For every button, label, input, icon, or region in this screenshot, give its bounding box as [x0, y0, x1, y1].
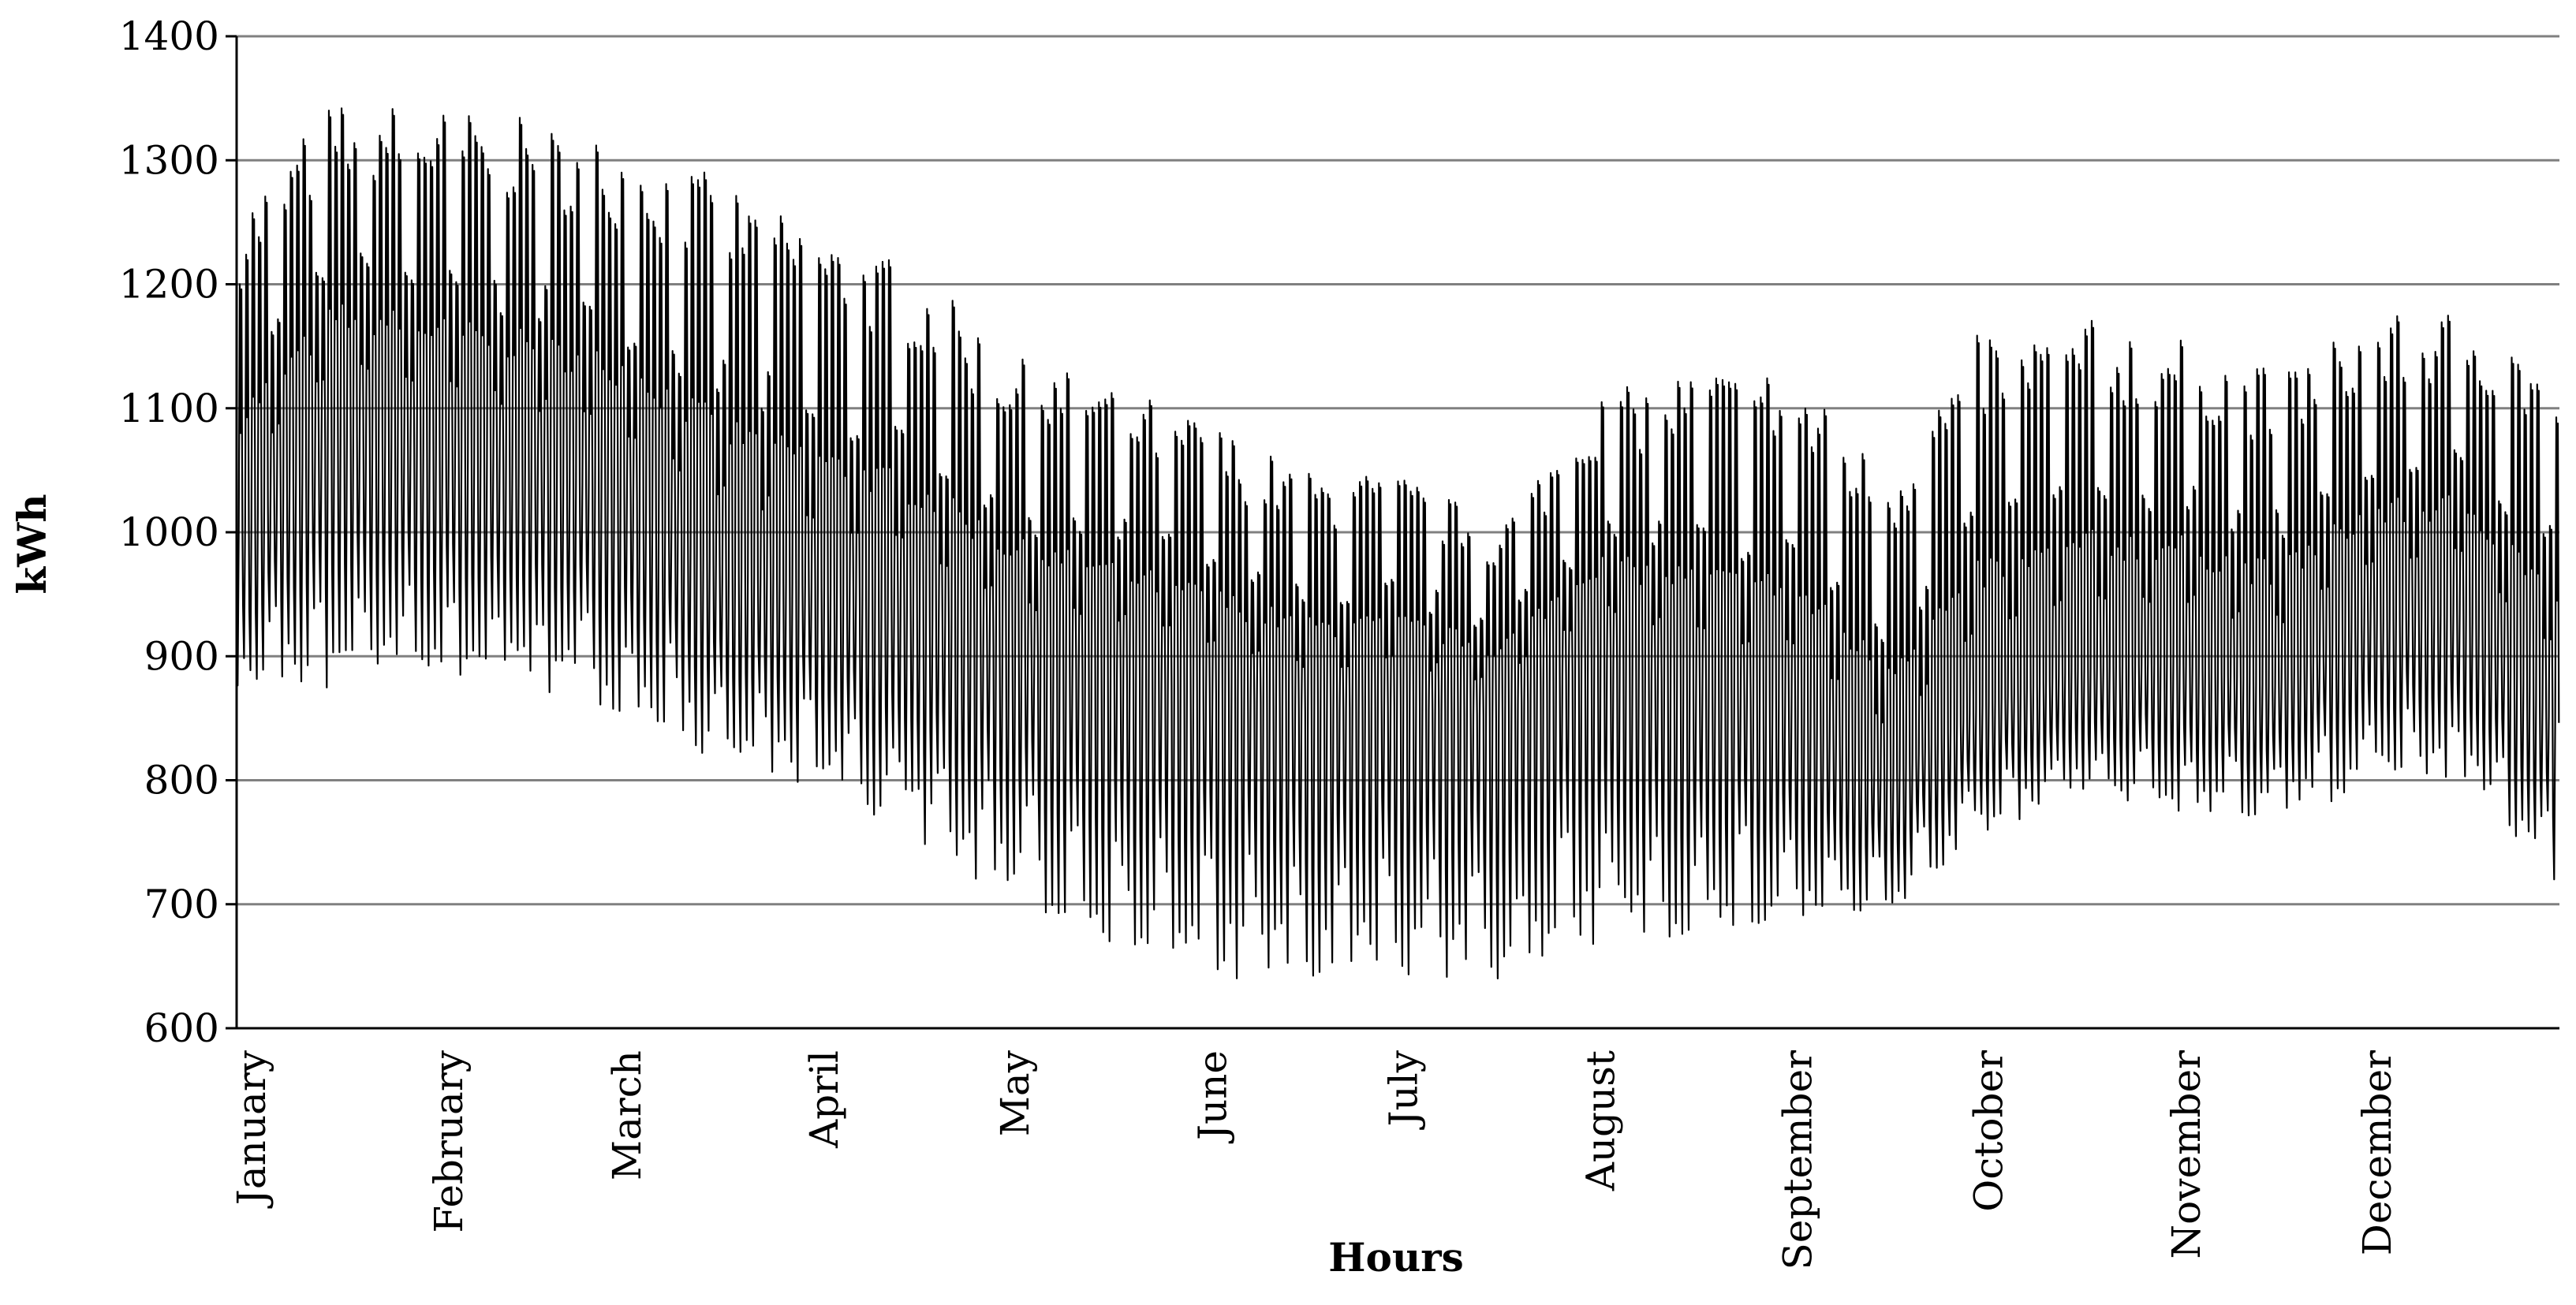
y-tick-label-1300: 1300	[119, 137, 219, 183]
x-tick-label-december: December	[2354, 1050, 2400, 1255]
x-tick-label-may: May	[992, 1050, 1038, 1136]
y-tick-label-700: 700	[144, 882, 219, 927]
series-hourly-load	[235, 107, 2560, 980]
x-tick-label-march: March	[604, 1050, 650, 1180]
y-tick-labels: 600 700 800 900 1000 1100 1200 1300 1400	[119, 13, 219, 1051]
y-tick-label-600: 600	[144, 1005, 219, 1051]
x-tick-label-august: August	[1578, 1050, 1624, 1191]
x-tick-label-june: June	[1189, 1050, 1235, 1144]
x-axis-title: Hours	[1328, 1234, 1463, 1281]
x-tick-label-september: September	[1775, 1050, 1821, 1270]
y-tick-label-1200: 1200	[119, 262, 219, 308]
y-tick-label-1400: 1400	[119, 13, 219, 59]
y-axis-title: kWh	[9, 494, 55, 594]
axes	[235, 36, 2559, 1030]
x-tick-label-july: July	[1380, 1050, 1426, 1130]
x-tick-label-february: February	[426, 1050, 472, 1232]
y-tick-label-1000: 1000	[119, 509, 219, 555]
y-tick-label-900: 900	[144, 633, 219, 679]
x-tick-labels: January February March April May June July Augu…	[229, 1050, 2400, 1270]
x-tick-label-october: October	[1966, 1050, 2012, 1212]
x-tick-label-november: November	[2163, 1050, 2209, 1259]
y-tick-label-1100: 1100	[119, 386, 219, 431]
x-tick-label-april: April	[801, 1050, 847, 1149]
y-tick-label-800: 800	[144, 758, 219, 804]
series-line-hourly-load	[235, 107, 2560, 980]
x-tick-label-january: January	[229, 1050, 274, 1209]
